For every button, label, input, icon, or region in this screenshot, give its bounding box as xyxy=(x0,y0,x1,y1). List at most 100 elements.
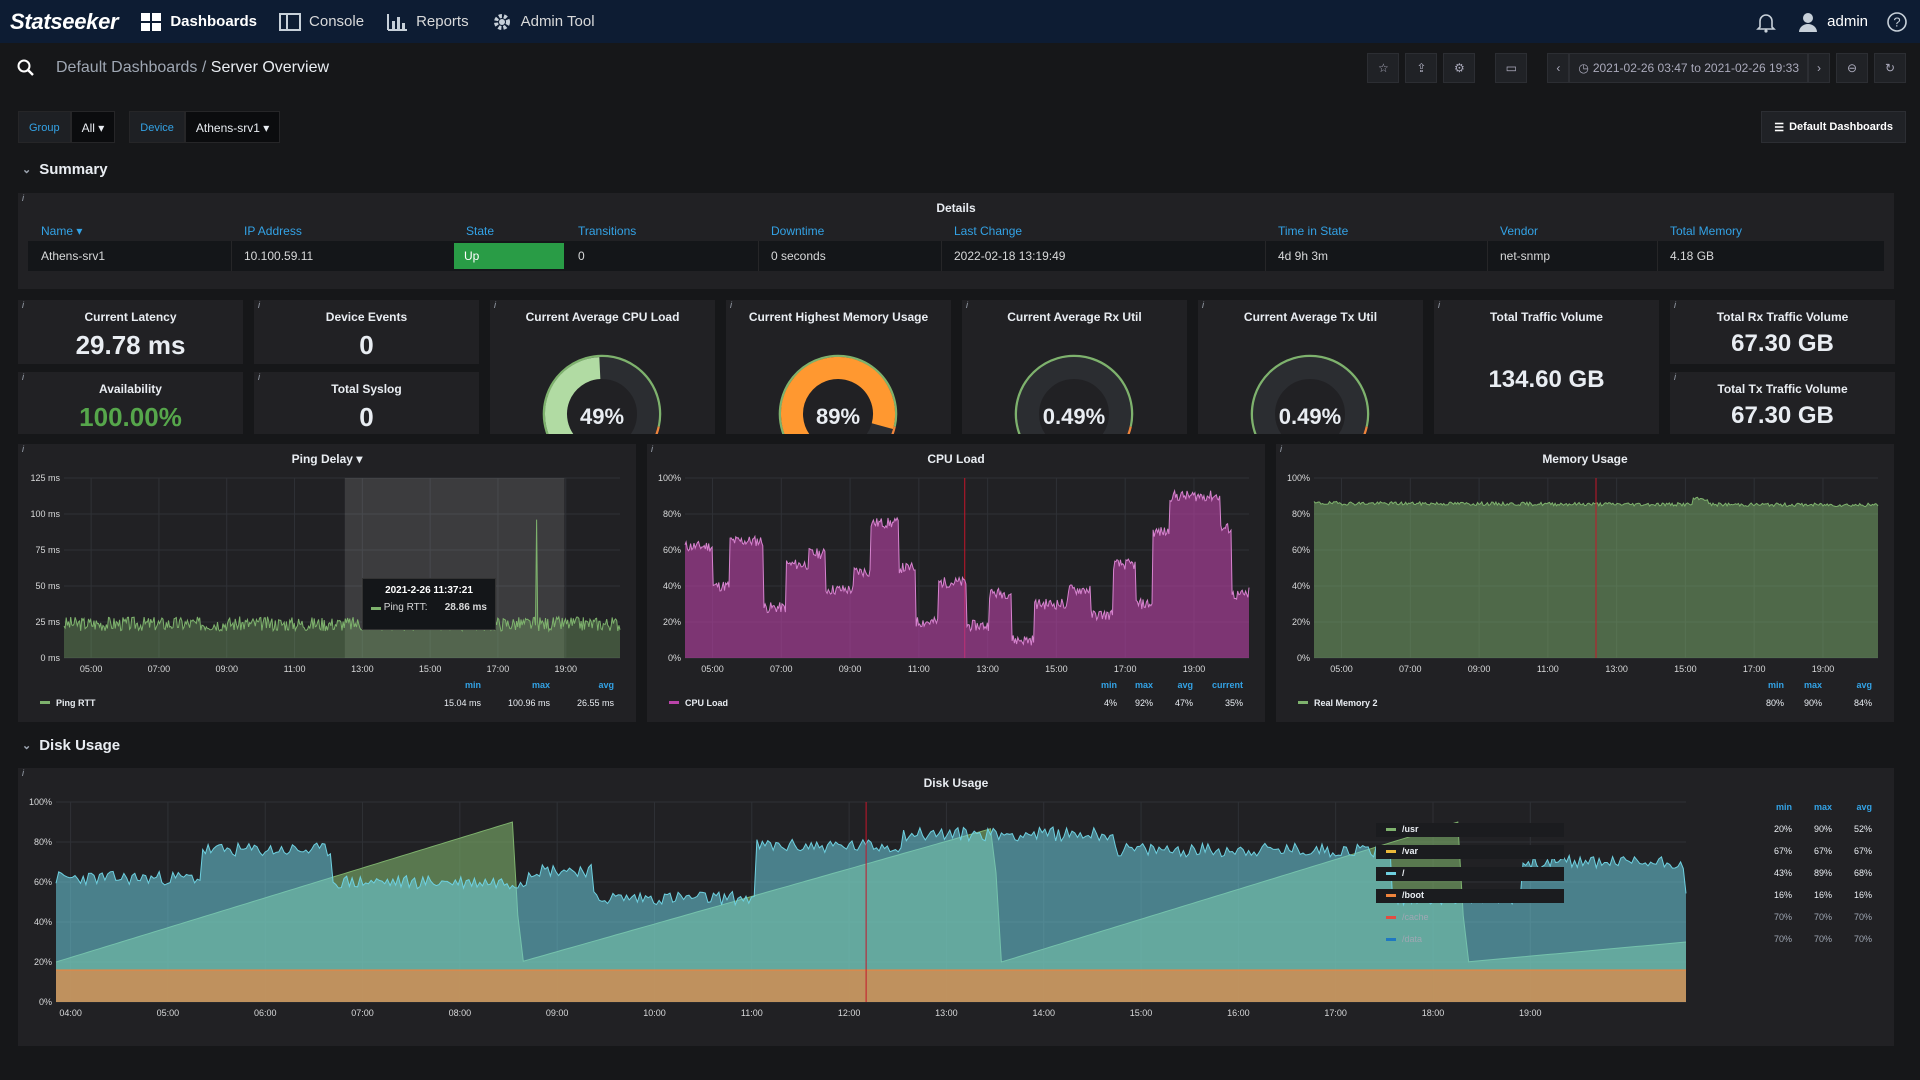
tv-mode-button[interactable]: ▭ xyxy=(1495,53,1528,83)
info-icon[interactable]: i xyxy=(22,444,24,454)
cpu-load-graph[interactable]: 100% 80% 60% 40% 20% 0% 05:00 07:00 09:00 11:00 13… xyxy=(647,444,1265,722)
cell-downtime: 0 seconds xyxy=(771,249,826,263)
info-icon[interactable]: i xyxy=(258,372,260,382)
share-button[interactable]: ⇪ xyxy=(1405,53,1438,83)
nav-console[interactable]: Console xyxy=(279,12,364,32)
y-tick-label: 0% xyxy=(1297,653,1310,663)
search-icon[interactable] xyxy=(17,59,35,77)
bell-icon[interactable] xyxy=(1755,11,1777,33)
nav-dashboards[interactable]: Dashboards xyxy=(140,12,257,32)
legend-series-name[interactable]: /var xyxy=(1402,846,1419,856)
ping-delay-graph[interactable]: 125 ms 100 ms 75 ms 50 ms 25 ms 0 ms 05:00 07:0… xyxy=(18,444,636,722)
disk-usage-panel: i Disk Usage 100% 80% 60% 40% 20% 0% 04:00 05:0… xyxy=(18,768,1894,1046)
disk-usage-graph[interactable]: 100% 80% 60% 40% 20% 0% 04:00 05:00 06:00 07:00 08… xyxy=(18,768,1894,1046)
settings-button[interactable]: ⚙ xyxy=(1443,53,1476,83)
column-header-ip[interactable]: IP Address xyxy=(244,224,302,238)
legend-color-swatch xyxy=(40,701,50,704)
breadcrumb-current: Server Overview xyxy=(210,59,330,76)
legend-value: 26.55 ms xyxy=(577,698,615,708)
gauge-tx: 0.49% xyxy=(1250,354,1370,434)
legend-series-name[interactable]: /usr xyxy=(1402,824,1419,834)
time-back-button[interactable]: ‹ xyxy=(1547,53,1570,83)
legend-value: 43% xyxy=(1774,868,1792,878)
info-icon[interactable]: i xyxy=(22,193,24,203)
time-range-picker[interactable]: ◷ 2021-02-26 03:47 to 2021-02-26 19:33 xyxy=(1569,53,1808,83)
info-icon[interactable]: i xyxy=(966,300,968,310)
info-icon[interactable]: i xyxy=(1674,372,1676,382)
legend-row-bg xyxy=(1376,823,1564,837)
y-tick-label: 100 ms xyxy=(30,509,60,519)
legend-header: max xyxy=(1814,802,1832,812)
legend-series-name[interactable]: Real Memory 2 xyxy=(1314,698,1378,708)
column-header-vendor[interactable]: Vendor xyxy=(1500,224,1539,238)
star-button[interactable]: ☆ xyxy=(1367,53,1400,83)
column-header-total-memory[interactable]: Total Memory xyxy=(1670,224,1743,238)
gauge-value: 49% xyxy=(580,404,624,429)
gauge-value: 89% xyxy=(816,404,860,429)
info-icon[interactable]: i xyxy=(1202,300,1204,310)
info-icon[interactable]: i xyxy=(730,300,732,310)
legend-value: 70% xyxy=(1854,912,1872,922)
caret-down-icon: ▾ xyxy=(263,121,270,135)
column-header-time-in-state[interactable]: Time in State xyxy=(1278,224,1349,238)
nav-admin-tool[interactable]: Admin Tool xyxy=(491,11,595,33)
panel-title[interactable]: Ping Delay ▾ xyxy=(18,452,636,466)
x-tick-label: 13:00 xyxy=(351,664,374,674)
legend-value: 70% xyxy=(1774,912,1792,922)
row-disk-usage[interactable]: ⌄ Disk Usage xyxy=(22,737,120,754)
time-forward-button[interactable]: › xyxy=(1808,53,1830,83)
console-icon xyxy=(279,12,302,31)
column-header-state[interactable]: State xyxy=(466,224,495,238)
info-icon[interactable]: i xyxy=(22,372,24,382)
legend-series-name[interactable]: Ping RTT xyxy=(56,698,96,708)
stat-title: Total Tx Traffic Volume xyxy=(1717,382,1848,396)
row-summary-title: Summary xyxy=(39,161,108,178)
column-header-downtime[interactable]: Downtime xyxy=(771,224,825,238)
x-tick-label: 11:00 xyxy=(284,664,306,674)
refresh-button[interactable]: ↻ xyxy=(1874,53,1906,83)
gauge-title: Current Average CPU Load xyxy=(525,310,680,324)
column-header-transitions[interactable]: Transitions xyxy=(578,224,637,238)
default-dashboards-button[interactable]: ☰ Default Dashboards xyxy=(1761,111,1906,143)
row-summary[interactable]: ⌄ Summary xyxy=(22,161,108,178)
breadcrumb-parent[interactable]: Default Dashboards xyxy=(56,59,198,76)
x-tick-label: 17:00 xyxy=(1324,1008,1347,1018)
column-header-last-change[interactable]: Last Change xyxy=(954,224,1023,238)
device-variable-select[interactable]: Athens-srv1 ▾ xyxy=(184,111,281,143)
info-icon[interactable]: i xyxy=(22,300,24,310)
info-icon[interactable]: i xyxy=(22,768,24,778)
info-icon[interactable]: i xyxy=(494,300,496,310)
gear-icon xyxy=(493,13,510,30)
info-icon[interactable]: i xyxy=(1280,444,1282,454)
info-icon[interactable]: i xyxy=(1438,300,1440,310)
x-tick-label: 17:00 xyxy=(487,664,510,674)
legend-header: max xyxy=(1135,680,1153,690)
x-tick-label: 17:00 xyxy=(1743,664,1766,674)
stat-current-latency: i Current Latency 29.78 ms xyxy=(18,300,243,364)
legend-series-name[interactable]: /cache xyxy=(1402,912,1429,922)
legend-series-name[interactable]: /boot xyxy=(1402,890,1424,900)
gauge-memory: 89% xyxy=(778,354,898,434)
statseeker-logo[interactable]: Statseeker xyxy=(10,8,119,34)
nav-reports[interactable]: Reports xyxy=(386,12,469,32)
series-area xyxy=(685,490,1249,658)
legend-series-name[interactable]: CPU Load xyxy=(685,698,728,708)
user-menu[interactable]: admin xyxy=(1797,11,1868,33)
gauge-threshold-arc xyxy=(1250,354,1370,434)
legend-series-name[interactable]: / xyxy=(1402,868,1405,878)
help-icon[interactable]: ? xyxy=(1886,11,1908,33)
memory-usage-graph[interactable]: 100% 80% 60% 40% 20% 0% 05:00 07:00 09:00 11:00 13… xyxy=(1276,444,1894,722)
legend-row-bg xyxy=(1376,867,1564,881)
info-icon[interactable]: i xyxy=(1674,300,1676,310)
info-icon[interactable]: i xyxy=(258,300,260,310)
cell-transitions: 0 xyxy=(578,249,585,263)
column-header-name[interactable]: Name ▾ xyxy=(41,224,82,238)
zoom-out-button[interactable]: ⊖ xyxy=(1836,53,1868,83)
y-tick-label: 50 ms xyxy=(35,581,60,591)
chevron-down-icon: ⌄ xyxy=(22,740,32,752)
column-header-name-label: Name xyxy=(41,224,74,238)
group-variable-select[interactable]: All ▾ xyxy=(70,111,116,143)
legend-header: min xyxy=(1768,680,1784,690)
info-icon[interactable]: i xyxy=(651,444,653,454)
legend-series-name[interactable]: /data xyxy=(1402,934,1422,944)
